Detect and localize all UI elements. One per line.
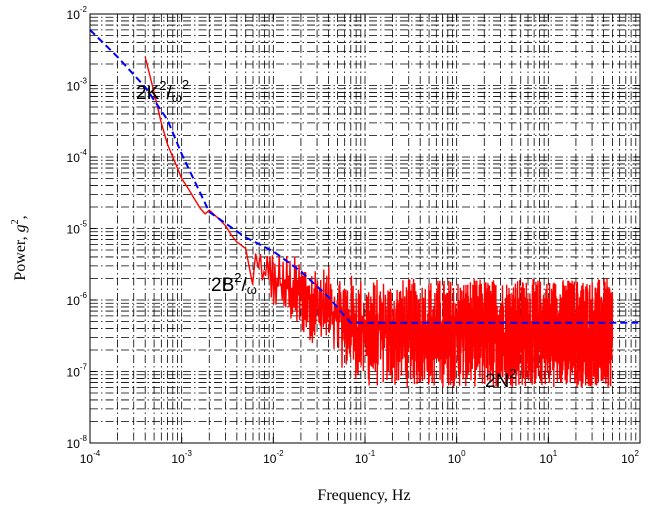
measured-psd-line	[144, 56, 614, 388]
x-tick-label: 10-1	[355, 449, 376, 466]
y-tick-label: 10-6	[67, 291, 88, 308]
y-tick-label: 10-8	[67, 434, 88, 451]
x-tick-label: 10-2	[263, 449, 284, 466]
x-tick-label: 100	[448, 449, 466, 466]
annotations: 2K2/ω2 2B2/ω 2N2	[136, 77, 517, 392]
y-tick-label: 10-4	[67, 148, 88, 165]
annotation-2k2-omega2: 2K2/ω2	[136, 77, 189, 105]
x-tick-label: 10-4	[80, 449, 101, 466]
y-tick-label: 10-3	[67, 77, 88, 94]
y-tick-label: 10-5	[67, 220, 88, 237]
y-axis-label: Power, g2,	[10, 215, 29, 280]
series-group	[89, 29, 640, 388]
x-tick-label: 101	[539, 449, 557, 466]
x-axis-label: Frequency, Hz	[317, 487, 410, 504]
tick-marks	[89, 13, 641, 444]
x-tick-label: 102	[621, 449, 639, 466]
tick-labels: 10-4 10-3 10-2 10-1 100 101 102 10-8 10-7 10-6 10-…	[67, 5, 640, 466]
fit-psd-line	[89, 29, 640, 324]
y-tick-label: 10-2	[67, 5, 88, 22]
annotation-2b2-omega: 2B2/ω	[211, 270, 257, 297]
x-tick-label: 10-3	[171, 449, 192, 466]
y-tick-label: 10-7	[67, 363, 88, 380]
annotation-2n2: 2N2	[485, 366, 517, 392]
